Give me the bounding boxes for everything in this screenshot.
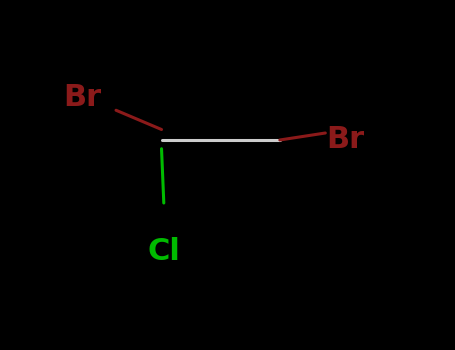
Text: Cl: Cl <box>147 238 180 266</box>
Text: Br: Br <box>327 126 365 154</box>
Text: Br: Br <box>63 84 101 112</box>
